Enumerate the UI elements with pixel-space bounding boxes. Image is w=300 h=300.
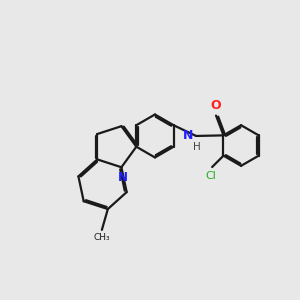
Text: H: H [193, 142, 201, 152]
Text: O: O [211, 99, 221, 112]
Text: CH₃: CH₃ [94, 233, 110, 242]
Text: N: N [118, 171, 128, 184]
Text: N: N [183, 129, 194, 142]
Text: Cl: Cl [205, 171, 216, 181]
